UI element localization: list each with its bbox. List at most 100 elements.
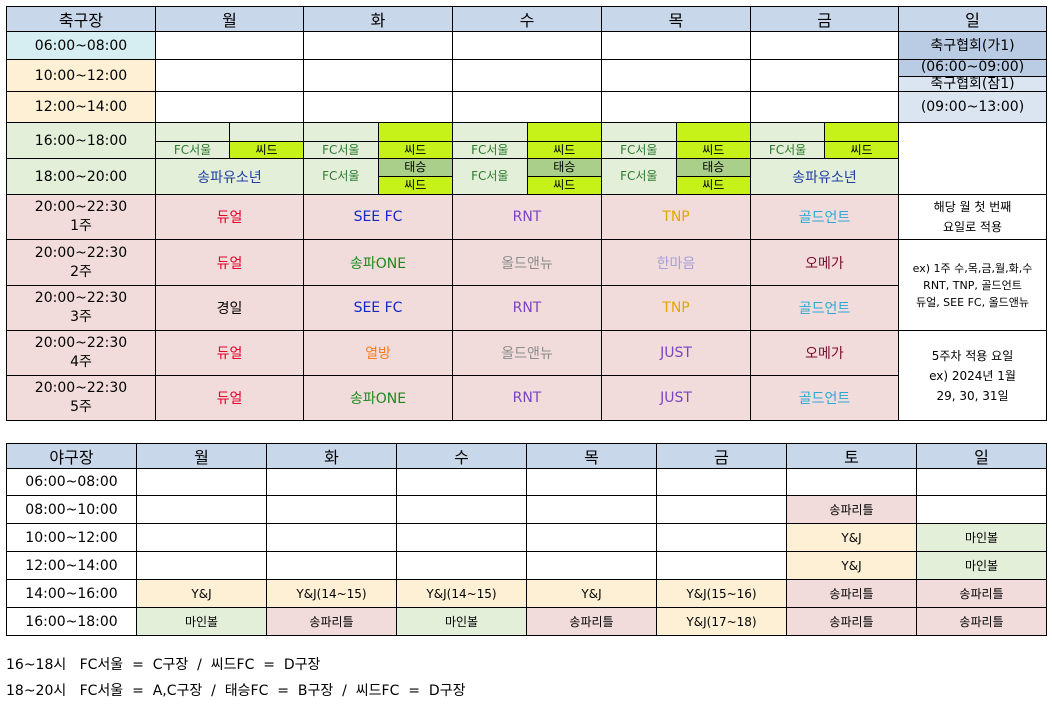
soccer-header-sun: 일 (898, 6, 1047, 32)
soccer-week3-row: 20:00~22:30 3주 경일 SEE FC RNT TNP 골드언트 (6, 285, 1047, 331)
soccer-header-mon: 월 (155, 6, 304, 32)
empty-cell (136, 468, 267, 496)
fc-seoul-label: FC서울 (471, 143, 509, 157)
week-cell: 올드앤뉴 (452, 330, 602, 376)
soccer-header-fri: 금 (750, 6, 899, 32)
fc-seoul-label: FC서울 (620, 143, 658, 157)
baseball-header-tue: 화 (266, 443, 397, 469)
sunday-block-split: (06:00~09:00) 축구협회(잠1) (898, 59, 1047, 92)
week-time-cell: 20:00~22:30 3주 (6, 285, 156, 331)
baseball-header-row: 야구장 월 화 수 목 금 토 일 (6, 443, 1047, 469)
baseball-header-mon: 월 (136, 443, 267, 469)
sunday-block-ga1: 축구협회(가1) (898, 31, 1047, 60)
slot16-thu: FC서울 씨드 (601, 122, 751, 159)
note-cell: 해당 월 첫 번째 요일로 적용 (898, 194, 1047, 240)
empty-cell (750, 31, 899, 60)
footer-note-1: 16~18시 FC서울 = C구장 / 씨드FC = D구장 (6, 657, 321, 673)
booking-cell: Y&J(17~18) (656, 607, 787, 636)
week-time: 20:00~22:30 (34, 199, 128, 215)
empty-cell (452, 59, 602, 92)
slot18-tue: FC서울 태승 씨드 (303, 158, 453, 195)
taeseung-label: 태승 (378, 159, 452, 177)
booking-cell: 송파리틀 (916, 607, 1047, 636)
soccer-header-wed: 수 (452, 6, 602, 32)
empty-cell (303, 31, 453, 60)
empty-cell (303, 59, 453, 92)
week-cell: JUST (601, 330, 751, 376)
booking-cell: 송파리틀 (786, 495, 917, 524)
taeseung-label: 태승 (527, 159, 601, 177)
time-cell: 14:00~16:00 (6, 579, 137, 608)
note-cell: 5주차 적용 요일 ex) 2024년 1월 29, 30, 31일 (898, 330, 1047, 421)
empty-cell (601, 91, 751, 123)
booking-cell: Y&J(14~15) (266, 579, 397, 608)
soccer-week5-row: 20:00~22:30 5주 듀얼 송파ONE RNT JUST 골드언트 (6, 375, 1047, 421)
empty-cell (396, 495, 527, 524)
seed-label: 씨드 (527, 177, 601, 194)
sunday-block-time: (06:00~09:00) (899, 60, 1046, 76)
week-cell: 열방 (303, 330, 453, 376)
slot16-mon: FC서울 씨드 (155, 122, 304, 159)
baseball-row: 14:00~16:00 Y&J Y&J(14~15) Y&J(14~15) Y&… (6, 579, 1047, 608)
note-text: 해당 월 첫 번째 (933, 200, 1012, 214)
week-cell: 오메가 (750, 330, 899, 376)
note-text: RNT, TNP, 골드언트 (923, 278, 1022, 292)
week-cell: 경일 (155, 285, 304, 331)
soccer-week1-row: 20:00~22:30 1주 듀얼 SEE FC RNT TNP 골드언트 해당… (6, 194, 1047, 240)
slot18-mon: 송파유소년 (155, 158, 304, 195)
baseball-header-fri: 금 (656, 443, 787, 469)
empty-cell (750, 91, 899, 123)
empty-cell (526, 523, 657, 552)
week-cell: 송파ONE (303, 375, 453, 421)
time-cell: 08:00~10:00 (6, 495, 137, 524)
empty-cell (452, 31, 602, 60)
seed-label: 씨드 (378, 177, 452, 194)
time-cell: 12:00~14:00 (6, 91, 156, 123)
week-label: 2주 (70, 263, 92, 280)
time-cell: 10:00~12:00 (6, 523, 137, 552)
week-time-cell: 20:00~22:30 1주 (6, 194, 156, 240)
week-cell: 오메가 (750, 239, 899, 286)
seed-label: 씨드 (527, 142, 601, 158)
note-text: ex) 2024년 1월 (929, 368, 1016, 383)
week-label: 3주 (70, 309, 92, 325)
empty-cell (656, 468, 787, 496)
week-time-cell: 20:00~22:30 2주 (6, 239, 156, 286)
soccer-header-field: 축구장 (6, 6, 156, 32)
fc-seoul-label: FC서울 (173, 143, 212, 157)
week-cell: 골드언트 (750, 375, 899, 421)
soccer-header-thu: 목 (601, 6, 751, 32)
note-text: 5주차 적용 요일 (931, 348, 1014, 363)
baseball-header-sun: 일 (916, 443, 1047, 469)
empty-cell (898, 122, 1047, 195)
empty-cell (526, 468, 657, 496)
week-label: 4주 (70, 354, 92, 370)
slot18-thu: FC서울 태승 씨드 (601, 158, 751, 195)
empty-cell (916, 495, 1047, 524)
empty-cell (750, 59, 899, 92)
booking-cell: 송파리틀 (916, 579, 1047, 608)
empty-cell (266, 495, 397, 524)
empty-cell (155, 31, 304, 60)
fc-seoul-label: FC서울 (602, 159, 677, 194)
soccer-row-0600: 06:00~08:00 축구협회(가1) (6, 31, 1047, 60)
time-cell: 12:00~14:00 (6, 551, 137, 580)
booking-cell: Y&J (786, 551, 917, 580)
week-time-cell: 20:00~22:30 5주 (6, 375, 156, 421)
week-label: 1주 (70, 218, 92, 234)
baseball-header-field: 야구장 (6, 443, 137, 469)
baseball-schedule-table: 야구장 월 화 수 목 금 토 일 06:00~08:00 08:00~10:0… (6, 443, 1047, 636)
week-cell: 듀얼 (155, 375, 304, 421)
time-cell: 10:00~12:00 (6, 59, 156, 92)
baseball-row: 12:00~14:00 Y&J 마인볼 (6, 551, 1047, 580)
baseball-row: 08:00~10:00 송파리틀 (6, 495, 1047, 524)
empty-cell (601, 59, 751, 92)
time-cell: 06:00~08:00 (6, 31, 156, 60)
note-text: 요일로 적용 (942, 220, 1002, 234)
time-cell: 06:00~08:00 (6, 468, 137, 496)
empty-cell (155, 91, 304, 123)
slot18-wed: FC서울 태승 씨드 (452, 158, 602, 195)
sunday-block-title: 축구협회(가1) (930, 37, 1015, 54)
seed-label: 씨드 (230, 142, 303, 158)
week-cell: TNP (601, 285, 751, 331)
